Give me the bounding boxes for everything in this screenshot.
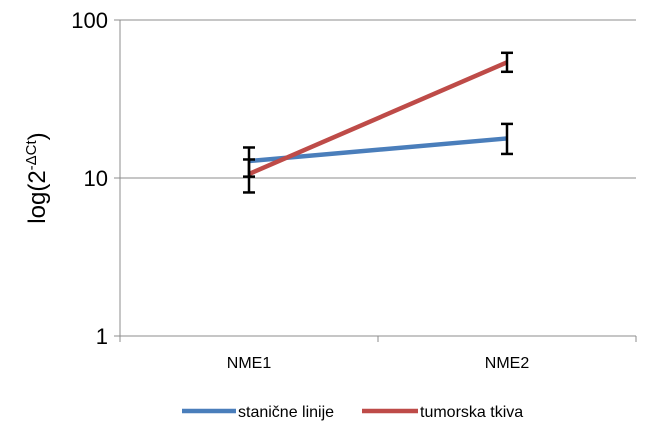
x-tick-label: NME1 bbox=[227, 355, 272, 372]
legend-item: stanične linije bbox=[182, 404, 334, 421]
legend-label: tumorska tkiva bbox=[420, 404, 523, 421]
y-tick-label: 10 bbox=[84, 166, 108, 191]
error-bar bbox=[501, 122, 513, 156]
series-lines bbox=[248, 60, 508, 177]
error-bar bbox=[243, 158, 255, 194]
x-tick-labels: NME1 NME2 bbox=[227, 355, 530, 372]
axes bbox=[114, 19, 637, 342]
legend-label: stanične linije bbox=[238, 404, 334, 421]
y-tick-labels: 1 10 100 bbox=[71, 8, 108, 349]
y-axis-title-base: log(2 bbox=[24, 170, 51, 223]
y-tick-label: 1 bbox=[96, 324, 108, 349]
gridlines bbox=[120, 19, 636, 179]
legend-item: tumorska tkiva bbox=[362, 404, 523, 421]
y-axis-title-close: ) bbox=[24, 132, 51, 140]
x-tick-label: NME2 bbox=[485, 355, 530, 372]
legend: stanične linije tumorska tkiva bbox=[182, 404, 523, 421]
error-bars bbox=[243, 51, 513, 194]
error-bar bbox=[501, 51, 513, 74]
y-axis-title-superscript: -ΔCt bbox=[23, 139, 40, 170]
series-line-2 bbox=[248, 60, 508, 177]
y-tick-label: 100 bbox=[71, 8, 108, 33]
y-axis-title: log(2-ΔCt) bbox=[23, 132, 51, 223]
